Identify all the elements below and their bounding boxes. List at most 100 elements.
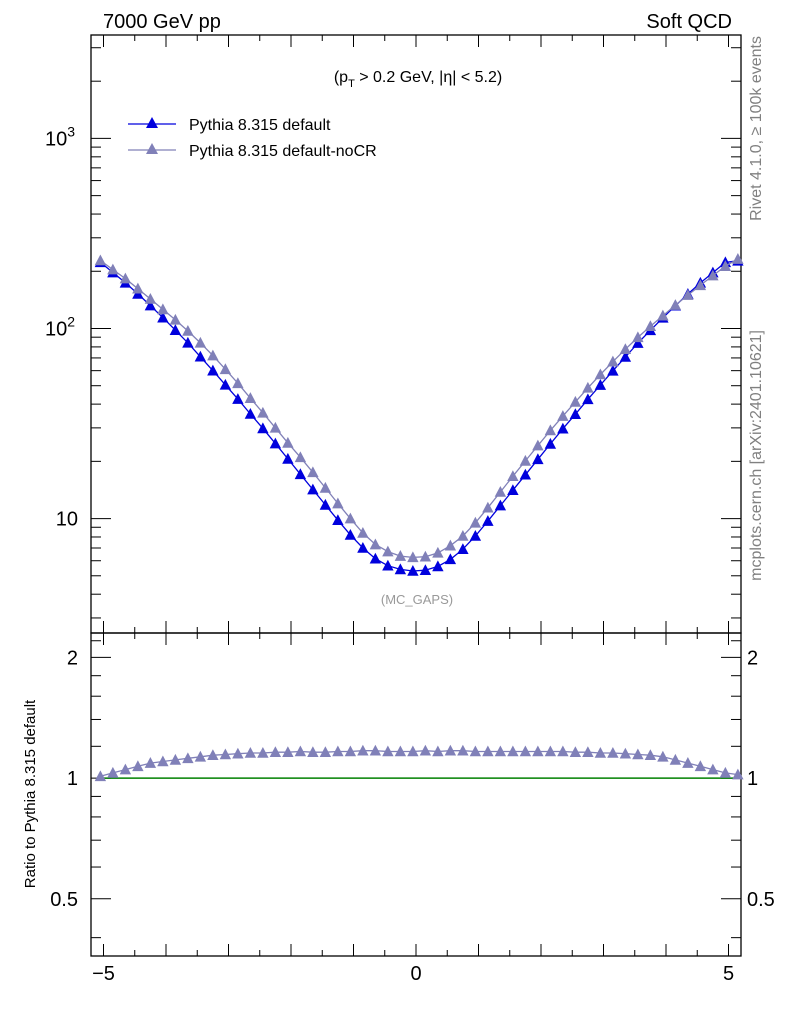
header-right: Soft QCD	[646, 11, 732, 33]
ratio-nocr-marker	[544, 745, 557, 757]
series-default-marker	[582, 393, 594, 405]
side-label-top: Rivet 4.1.0, ≥ 100k events	[748, 36, 765, 221]
series-nocr-marker	[719, 260, 732, 271]
ratio-nocr-marker	[507, 745, 519, 757]
series-nocr-marker	[657, 309, 669, 321]
ratio-y-tick-label-left: 0.5	[50, 889, 78, 911]
series-nocr-marker	[382, 545, 394, 557]
ratio-panel-frame	[90, 632, 742, 957]
series-default-marker	[294, 468, 307, 480]
series-default-line	[99, 260, 738, 572]
series-default-marker	[369, 552, 382, 564]
series-default-marker	[244, 407, 257, 419]
ratio-nocr-marker	[219, 748, 232, 760]
series-nocr-marker	[544, 424, 557, 436]
series-default-marker	[319, 498, 332, 510]
series-default-marker	[419, 564, 432, 575]
series-nocr-marker	[457, 529, 469, 541]
series-nocr-marker	[594, 368, 607, 380]
series-default-marker	[182, 336, 194, 348]
series-default-marker	[494, 499, 507, 511]
ratio-nocr-marker	[257, 746, 269, 758]
series-nocr-marker	[157, 303, 169, 315]
ratio-nocr-marker	[169, 753, 182, 765]
series-nocr-marker	[644, 320, 657, 332]
series-nocr-marker	[282, 436, 294, 448]
ratio-y-tick-label-right: 1	[747, 768, 758, 790]
ratio-nocr-marker	[619, 747, 632, 759]
series-nocr-marker	[194, 336, 207, 348]
ratio-nocr-marker	[682, 757, 694, 768]
header-left: 7000 GeV pp	[103, 11, 221, 33]
series-nocr-marker	[394, 550, 407, 561]
ratio-nocr-marker	[594, 746, 607, 758]
series-default-marker	[257, 422, 269, 434]
series-nocr-marker	[182, 325, 194, 336]
ratio-nocr-marker	[732, 768, 744, 780]
series-nocr-marker	[144, 292, 157, 304]
ratio-nocr-marker	[282, 746, 294, 758]
series-nocr-marker	[607, 355, 619, 367]
ratio-nocr-marker	[182, 752, 194, 764]
main-axis-ticks	[91, 35, 741, 633]
cut-label: (pT > 0.2 GeV, |η| < 5.2)	[334, 69, 502, 90]
series-nocr-marker	[419, 550, 432, 562]
ratio-nocr-marker	[244, 746, 257, 758]
series-default-marker	[157, 311, 169, 323]
series-nocr-marker	[669, 299, 682, 310]
legend: Pythia 8.315 default Pythia 8.315 defaul…	[128, 117, 377, 160]
ratio-nocr-marker	[444, 744, 457, 756]
ratio-nocr-marker	[719, 766, 732, 778]
ratio-y-tick-label-right: 2	[747, 647, 758, 669]
ratio-y-tick-labels: 0.5 0.5 1 1 2 2	[50, 647, 775, 910]
series-default-marker	[469, 529, 482, 541]
ratio-nocr-marker	[357, 744, 369, 756]
ratio-nocr-marker	[107, 766, 119, 778]
series-nocr-marker	[319, 481, 332, 493]
x-tick-label: 5	[723, 963, 734, 985]
ratio-nocr-marker	[669, 753, 682, 765]
series-nocr-marker	[519, 454, 532, 466]
series-default-marker	[444, 553, 457, 565]
main-y-tick-label: 10	[56, 509, 78, 531]
x-tick-label: 0	[410, 963, 421, 985]
ratio-nocr-marker	[269, 746, 282, 758]
series-default-marker	[544, 437, 557, 449]
series-nocr-marker	[469, 516, 482, 528]
main-series	[94, 253, 744, 576]
legend-label-default: Pythia 8.315 default	[189, 117, 331, 134]
ratio-nocr-marker	[657, 750, 669, 762]
series-nocr-marker	[632, 331, 644, 343]
ratio-nocr-marker	[569, 746, 582, 758]
series-nocr-marker	[107, 263, 119, 275]
series-default-marker	[232, 393, 244, 404]
ratio-nocr-marker	[694, 760, 707, 772]
ratio-ylabel: Ratio to Pythia 8.315 default	[22, 699, 39, 888]
series-nocr-marker	[682, 289, 694, 300]
series-nocr-marker	[232, 377, 244, 389]
series-nocr-marker	[494, 485, 507, 497]
series-nocr-marker	[219, 363, 232, 375]
ratio-axis-ticks	[91, 633, 741, 956]
series-nocr-marker	[269, 421, 282, 433]
ratio-y-tick-label-right: 0.5	[747, 889, 775, 911]
series-nocr-marker	[507, 470, 519, 482]
ratio-nocr-marker	[494, 745, 507, 757]
series-default-marker	[282, 452, 294, 464]
series-nocr-marker	[482, 501, 494, 513]
ratio-nocr-marker	[307, 746, 319, 758]
ratio-nocr-marker	[582, 746, 594, 758]
series-nocr-marker	[707, 269, 719, 281]
series-default-marker	[532, 453, 544, 465]
ratio-nocr-marker	[482, 745, 494, 757]
ratio-nocr-line	[100, 750, 738, 777]
ratio-nocr-marker	[644, 749, 657, 761]
series-default-marker	[632, 337, 644, 348]
series-default-marker	[219, 378, 232, 390]
series-default-marker	[382, 559, 394, 571]
series-nocr-marker	[569, 395, 582, 407]
series-nocr-marker	[119, 272, 132, 284]
series-default-marker	[519, 468, 532, 480]
series-default-marker	[557, 422, 569, 434]
ratio-nocr-marker	[607, 746, 619, 758]
